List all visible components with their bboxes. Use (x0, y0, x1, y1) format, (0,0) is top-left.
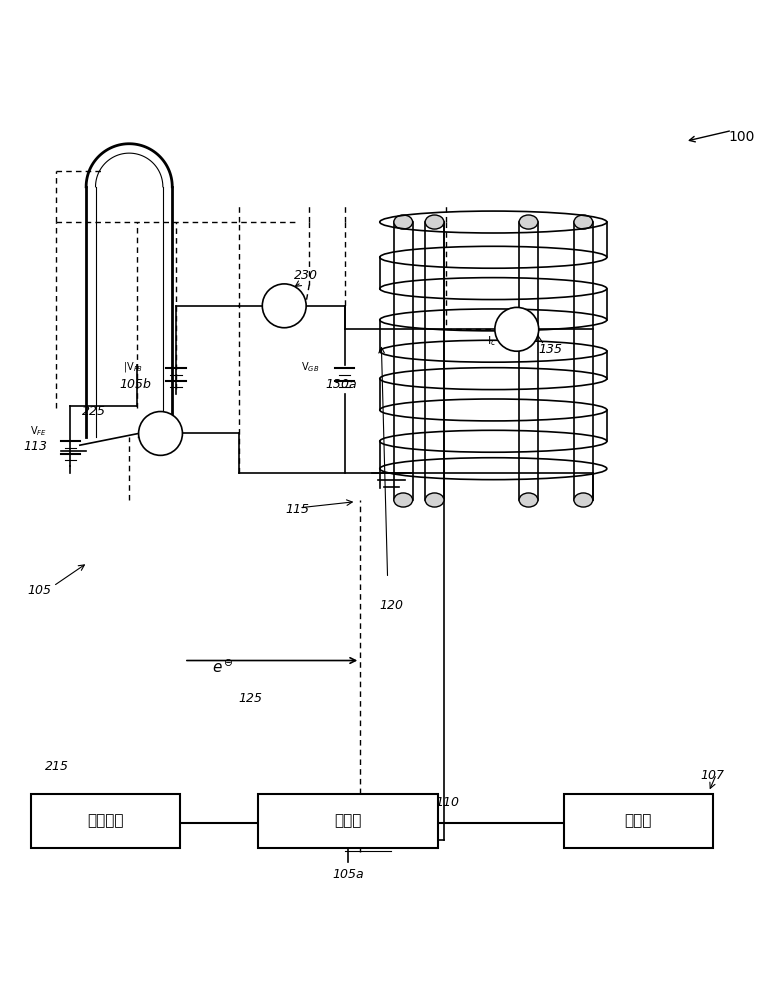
Text: 105b: 105b (119, 378, 151, 391)
Circle shape (262, 284, 306, 328)
Ellipse shape (425, 493, 444, 507)
Ellipse shape (394, 215, 413, 229)
Text: 125: 125 (239, 692, 263, 705)
Text: 105a: 105a (333, 868, 364, 881)
Text: A$_c$: A$_c$ (511, 323, 522, 336)
Text: 112: 112 (384, 796, 407, 809)
Text: 115: 115 (286, 503, 310, 516)
Text: 113: 113 (23, 440, 47, 453)
Text: 114: 114 (576, 796, 600, 809)
Text: V$_{FE}$: V$_{FE}$ (30, 424, 47, 438)
Text: A$_{FG}$: A$_{FG}$ (276, 300, 293, 312)
Text: 100: 100 (728, 130, 755, 144)
Text: 120: 120 (380, 599, 404, 612)
Ellipse shape (519, 215, 538, 229)
FancyBboxPatch shape (258, 794, 438, 848)
Circle shape (139, 412, 182, 455)
Ellipse shape (519, 493, 538, 507)
Text: 用户接口: 用户接口 (88, 814, 124, 829)
Text: 107: 107 (701, 769, 725, 782)
Text: 控制器: 控制器 (335, 814, 362, 829)
Ellipse shape (574, 215, 593, 229)
Text: 117: 117 (345, 835, 369, 848)
Text: e$^\ominus$: e$^\ominus$ (212, 659, 234, 676)
Circle shape (495, 307, 539, 351)
Text: 225: 225 (82, 405, 106, 418)
FancyBboxPatch shape (31, 794, 180, 848)
Text: 135: 135 (539, 343, 563, 356)
Text: +: + (405, 815, 417, 830)
Ellipse shape (574, 493, 593, 507)
Text: 130a: 130a (325, 378, 356, 391)
Text: |V$_{FB}$: |V$_{FB}$ (123, 360, 143, 374)
Text: 215: 215 (45, 760, 70, 773)
Ellipse shape (425, 215, 444, 229)
Text: V$_{GB}$: V$_{GB}$ (301, 360, 319, 374)
Ellipse shape (394, 493, 413, 507)
Text: 230: 230 (294, 269, 318, 282)
Text: I$_c$: I$_c$ (487, 334, 496, 348)
FancyBboxPatch shape (564, 794, 713, 848)
Text: A$_{FE}$: A$_{FE}$ (153, 427, 168, 440)
Text: 105: 105 (27, 584, 51, 597)
Text: 存储器: 存储器 (625, 814, 651, 829)
Text: 110: 110 (436, 796, 460, 809)
